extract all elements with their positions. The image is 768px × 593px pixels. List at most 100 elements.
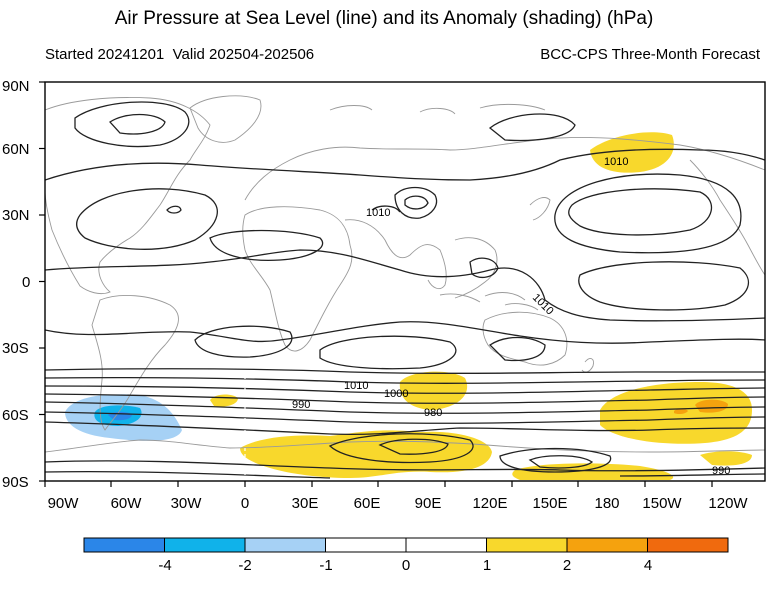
map-title: Air Pressure at Sea Level (line) and its… [114, 8, 654, 29]
colorbar-swatch [83, 537, 165, 553]
latitude-labels: 90N 60N 30N 0 30S 60S 90S [2, 78, 30, 491]
lon-label: 120E [472, 495, 507, 512]
contour-asian-low [394, 186, 438, 219]
coastline-australia [482, 311, 568, 366]
anomaly-positive-amundsen [700, 451, 752, 466]
lon-label: 180 [594, 495, 619, 512]
contour-southern-subtropics [45, 321, 765, 344]
contour-label-990-atlantic: 990 [292, 399, 310, 411]
anomaly-positive-siberia [590, 132, 674, 173]
coastline-greenland [189, 95, 262, 143]
lon-label: 120W [708, 495, 748, 512]
valid-period: Valid 202504-202506 [172, 46, 315, 63]
lon-label: 150W [642, 495, 682, 512]
lat-label: 0 [22, 274, 30, 291]
contour-antarctic-edge-2 [45, 470, 765, 479]
anomaly-positive-indian-ocean [399, 371, 468, 410]
anomaly-moderate-small-core [674, 408, 688, 415]
lon-label: 60W [111, 495, 143, 512]
longitude-labels: 90W 60W 30W 0 30E 60E 90E 120E 150E 180 … [48, 495, 749, 512]
colorbar-label: 0 [402, 557, 410, 574]
colorbar-swatch [244, 537, 326, 553]
colorbar-swatch [566, 537, 648, 553]
contour-azores-high-inner [166, 205, 182, 214]
coastline-arabia-india [344, 219, 447, 290]
lon-label: 90E [415, 495, 442, 512]
colorbar [83, 537, 729, 553]
colorbar-swatch [647, 537, 729, 553]
coastline-north-america [45, 97, 211, 295]
forecast-source: BCC-CPS Three-Month Forecast [540, 46, 760, 63]
contour-australia-high [488, 336, 546, 362]
contour-label-980: 980 [424, 407, 442, 419]
colorbar-label: 1 [483, 557, 491, 574]
anomaly-moderate-south-pacific-core [695, 399, 728, 413]
lat-label: 90S [2, 474, 29, 491]
coastline-north-america-west [689, 159, 765, 276]
contour-antarctic-low-2 [378, 438, 449, 455]
contour-south-atlantic-high [194, 325, 293, 358]
colorbar-label: -4 [158, 557, 171, 574]
pressure-contours [45, 101, 765, 479]
colorbar-label: 2 [563, 557, 571, 574]
contour-band-1 [45, 368, 765, 374]
lon-label: 60E [354, 495, 381, 512]
lat-label: 90N [2, 78, 30, 95]
contour-band-6 [45, 411, 765, 424]
contour-labels: 1010 1010 1010 1010 1000 990 980 990 [292, 156, 730, 477]
colorbar-label: -2 [238, 557, 251, 574]
contour-label-1000: 1000 [384, 388, 408, 400]
contour-label-1010-asia: 1010 [366, 207, 390, 219]
lat-label: 30S [2, 340, 29, 357]
contour-indian-equatorial [469, 257, 499, 279]
axis-ticks [39, 81, 713, 487]
lat-label: 60N [2, 141, 30, 158]
started-date: Started 20241201 [45, 46, 165, 63]
coastline-africa [242, 206, 353, 352]
contour-label-990-pacific: 990 [712, 465, 730, 477]
contour-aleutian-low [488, 113, 576, 142]
colorbar-swatch [325, 537, 407, 553]
contour-asian-low-inner-2 [371, 205, 401, 213]
coastline-japan [529, 197, 551, 221]
colorbar-labels: -4 -2 -1 0 1 2 4 [158, 557, 652, 574]
contour-label-1010-siberia: 1010 [604, 156, 628, 168]
contour-iceland-low-inner [109, 113, 166, 135]
contour-band-7 [45, 421, 765, 436]
contour-antarctic-low-1 [328, 433, 474, 464]
contour-south-pacific-high [578, 261, 750, 311]
colorbar-swatch [164, 537, 246, 553]
coastline-europe [244, 137, 765, 201]
contour-atlantic-equatorial [209, 229, 324, 261]
contour-north-pacific-high [554, 173, 742, 254]
lat-label: 60S [2, 407, 29, 424]
colorbar-label: 4 [644, 557, 652, 574]
contour-antarctic-low-4 [528, 455, 594, 469]
lon-label: 0 [241, 495, 249, 512]
contour-band-3 [45, 385, 765, 394]
lon-label: 150E [532, 495, 567, 512]
contour-band-4 [45, 393, 765, 404]
lat-label: 30N [2, 207, 30, 224]
contour-band-5 [45, 401, 765, 414]
contour-north-pacific-high-inner [568, 188, 713, 236]
coastline-indonesia [439, 292, 539, 311]
contour-antarctic-low-3 [499, 447, 612, 473]
contour-equatorial-1010 [45, 249, 765, 322]
coastline-southeast-asia [454, 237, 498, 299]
forecast-dates: Started 20241201 Valid 202504-202506 [45, 46, 314, 63]
contour-asian-low-inner-1 [404, 195, 429, 210]
contour-azores-high [76, 188, 218, 250]
contour-label-1010-south: 1010 [344, 380, 368, 392]
lon-label: 90W [48, 495, 80, 512]
map-area: 1010 1010 1010 1010 1000 990 980 990 [45, 82, 765, 481]
colorbar-label: -1 [319, 557, 332, 574]
contour-antarctic-edge [45, 460, 765, 472]
lon-label: 30W [171, 495, 203, 512]
coastline-arctic-islands [329, 103, 546, 115]
lon-label: 30E [292, 495, 319, 512]
contour-band-2 [45, 376, 765, 384]
colorbar-swatch [405, 537, 487, 553]
colorbar-swatch [486, 537, 568, 553]
